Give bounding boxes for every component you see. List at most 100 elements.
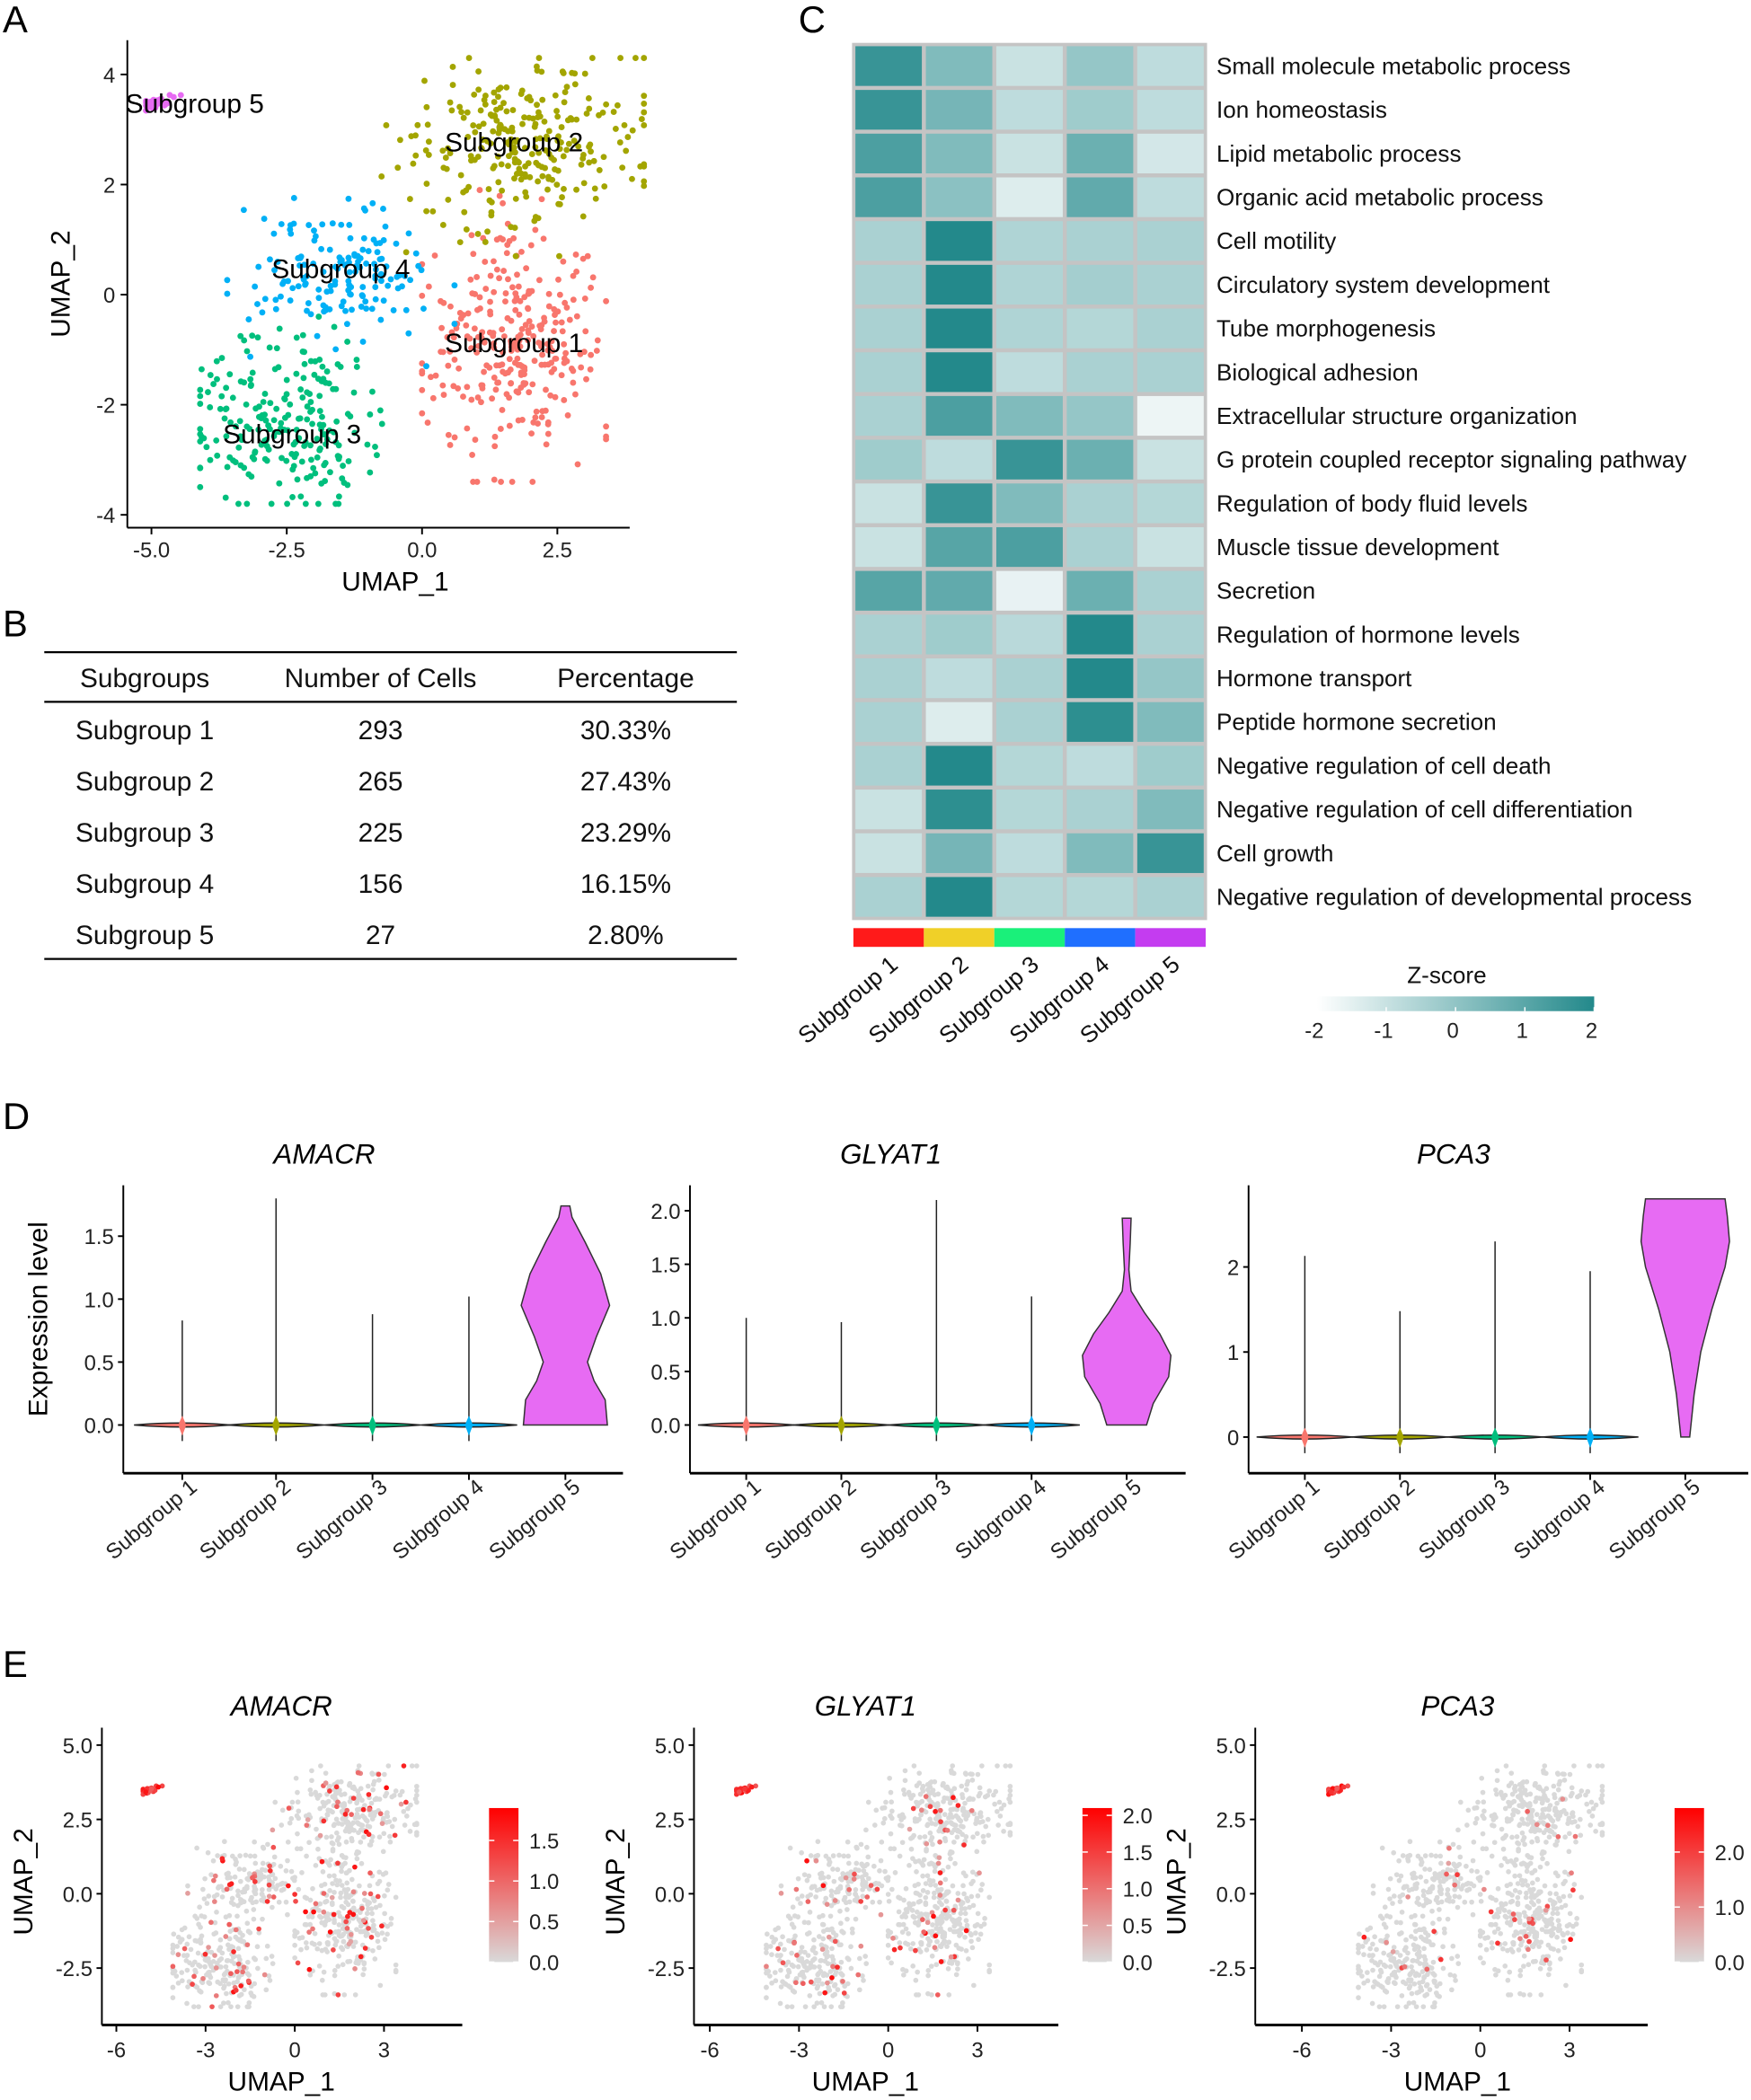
cell-point: [1452, 1882, 1458, 1888]
cell-point: [224, 463, 231, 471]
cell-point: [1590, 1805, 1596, 1812]
cell-point: [207, 456, 214, 463]
cell-point: [556, 146, 563, 153]
cell-point: [531, 357, 538, 365]
cell-point: [1504, 1883, 1510, 1889]
cell-point: [497, 84, 504, 92]
cell-point: [234, 2004, 241, 2009]
cell-point: [1478, 1898, 1484, 1904]
heatmap-row-label: Biological adhesion: [1216, 358, 1419, 385]
heatmap-cell: [995, 570, 1063, 611]
cell-point: [565, 140, 572, 147]
cell-point: [1554, 1934, 1560, 1940]
cell-point: [322, 431, 329, 437]
y-tick-label: 0.0: [1216, 1883, 1246, 1907]
heatmap-cell: [1136, 264, 1204, 305]
cell-point: [1446, 1898, 1453, 1904]
cell-point: [485, 186, 492, 192]
cell-point: [579, 155, 587, 162]
cell-point: [517, 297, 524, 304]
cell-point: [490, 164, 497, 172]
x-tick-label: -2.5: [269, 538, 305, 562]
cell-point: [928, 1963, 934, 1969]
cell-point: [614, 101, 621, 109]
cell-point: [523, 193, 530, 200]
cell-point: [1481, 1799, 1487, 1805]
cell-point: [1495, 1885, 1501, 1892]
cell-point: [1356, 1946, 1361, 1952]
cell-point: [1370, 1883, 1376, 1889]
cell-point: [1555, 1787, 1561, 1793]
cell-point: [335, 1992, 341, 1998]
cell-point: [510, 234, 517, 242]
cell-point: [252, 449, 259, 456]
cell-point: [517, 91, 525, 97]
heatmap-cell: [925, 221, 993, 261]
cell-point: [1455, 1961, 1462, 1966]
cell-point: [240, 1969, 245, 1975]
cell-point: [236, 418, 243, 425]
cell-point: [910, 1913, 916, 1919]
cell-point: [924, 1919, 931, 1926]
cell-point: [340, 463, 347, 469]
cell-point: [212, 1953, 217, 1958]
cell-point: [1538, 1939, 1544, 1946]
cell-point: [233, 1987, 239, 1993]
cell-point: [575, 143, 582, 150]
y-tick-label: 0.5: [650, 1361, 680, 1385]
cell-point: [887, 1775, 892, 1781]
cell-point: [901, 1972, 906, 1978]
cell-point: [1408, 1977, 1414, 1983]
cell-point: [831, 1983, 837, 1989]
cell-point: [382, 1910, 387, 1917]
cell-point: [916, 1770, 923, 1777]
cell-point: [817, 1963, 822, 1970]
cell-point: [227, 1928, 234, 1934]
cell-point: [186, 1934, 192, 1940]
cell-point: [786, 1969, 792, 1975]
cell-point: [1402, 1957, 1408, 1963]
cell-point: [800, 1981, 806, 1987]
cell-point: [903, 1926, 909, 1932]
cell-point: [1437, 1853, 1444, 1859]
cell-point: [821, 1971, 827, 1977]
cell-point: [204, 1901, 210, 1906]
cell-point: [1413, 1928, 1419, 1934]
cell-point: [479, 137, 486, 144]
cell-point: [822, 1958, 828, 1964]
cell-point: [1411, 1871, 1417, 1877]
zscore-tick-label: -2: [1304, 1019, 1323, 1044]
cell-point: [562, 349, 570, 357]
cell-point: [920, 1873, 925, 1879]
heatmap-cell: [1066, 308, 1134, 349]
cell-point: [1412, 1936, 1419, 1942]
cell-point: [334, 1804, 340, 1810]
cell-point: [476, 187, 483, 194]
cell-point: [352, 1992, 358, 1998]
cell-point: [332, 500, 339, 507]
cell-point: [1422, 1866, 1428, 1872]
cell-point: [1427, 1899, 1433, 1905]
cell-point: [343, 1919, 349, 1925]
cell-point: [323, 1800, 329, 1806]
cell-point: [1502, 1941, 1508, 1946]
cell-point: [514, 271, 520, 278]
cell-point: [447, 303, 454, 310]
cell-point: [569, 69, 576, 76]
cell-point: [360, 205, 367, 212]
cell-point: [973, 1930, 978, 1936]
y-axis-title: UMAP_2: [601, 1828, 631, 1935]
cell-point: [742, 1786, 747, 1792]
heatmap-cell: [1136, 746, 1204, 786]
cell-point: [1536, 1890, 1543, 1896]
cell-point: [332, 1890, 337, 1895]
cell-point: [308, 456, 314, 463]
cell-point: [469, 452, 476, 458]
cell-point: [268, 500, 275, 507]
cell-point: [587, 141, 594, 148]
cell-point: [764, 1963, 769, 1970]
cell-point: [1399, 1993, 1405, 1999]
cell-point: [438, 349, 445, 356]
cell-point: [1387, 1875, 1393, 1882]
cell-point: [526, 318, 533, 324]
